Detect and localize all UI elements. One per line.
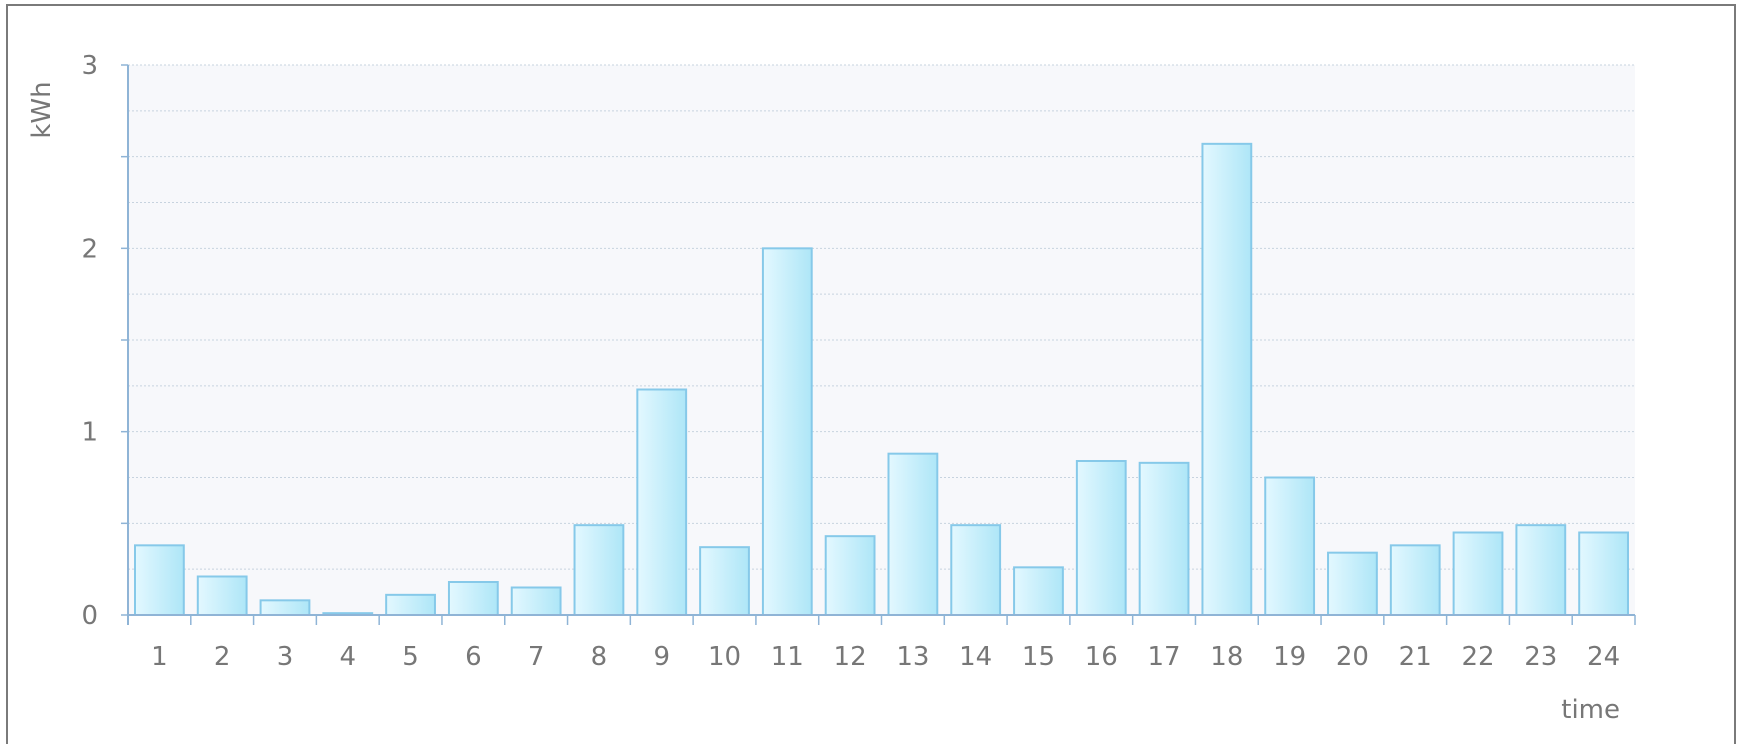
bar-24 [1578,531,1630,616]
x-tick-label: 8 [591,642,608,672]
bar-19 [1264,476,1316,616]
x-tick-label: 5 [402,642,419,672]
bar-5 [385,593,436,616]
x-tick-label: 19 [1273,642,1306,672]
bar-1 [134,544,185,616]
x-tick-label: 1 [151,642,168,672]
bar-6 [447,581,499,616]
y-tick-label: 2 [81,234,98,264]
bar-8 [573,524,625,617]
bar-3 [259,599,311,616]
x-tick-label: 10 [708,642,741,672]
bar-10 [699,546,750,617]
bar-12 [824,535,876,617]
x-tick-label: 7 [528,642,545,672]
x-tick-label: 11 [771,642,804,672]
x-tick-label: 22 [1461,642,1494,672]
y-axis-title: kWh [27,81,57,138]
x-tick-label: 18 [1210,642,1243,672]
bar-22 [1452,531,1504,616]
x-tick-label: 9 [653,642,670,672]
bar-23 [1515,524,1567,617]
x-tick-label: 24 [1587,642,1620,672]
bar-21 [1389,544,1441,616]
bar-13 [887,452,939,616]
bar-14 [950,524,1002,617]
y-tick-labels: 0 1 2 3 [81,51,98,631]
x-tick-label: 3 [277,642,294,672]
x-tick-label: 16 [1085,642,1118,672]
x-tick-label: 21 [1399,642,1432,672]
bar-2 [196,575,248,616]
y-tick-label: 3 [81,51,98,81]
x-tick-label: 20 [1336,642,1369,672]
bar-15 [1013,566,1064,616]
bar-18 [1201,142,1253,616]
y-tick-label: 0 [81,601,98,631]
bar-7 [510,586,562,616]
y-tick-label: 1 [81,418,98,448]
bar-20 [1327,551,1378,617]
axes [121,64,1636,625]
x-tick-label: 13 [896,642,929,672]
x-tick-labels: 1 2 3 4 5 6 7 8 9 10 11 12 13 14 15 16 17 18 19 20 21 22 23 24 [151,642,1620,672]
bar-16 [1075,460,1127,616]
x-axis-title: time [1561,695,1620,725]
x-tick-label: 12 [834,642,867,672]
bar-11 [761,247,813,616]
x-tick-label: 2 [214,642,231,672]
gridlines [128,64,1635,570]
bar-17 [1138,461,1190,617]
x-tick-label: 6 [465,642,482,672]
x-tick-label: 4 [339,642,356,672]
bar-9 [636,388,688,616]
x-tick-label: 14 [959,642,992,672]
x-tick-label: 15 [1022,642,1055,672]
x-tick-label: 23 [1524,642,1557,672]
x-tick-label: 17 [1148,642,1181,672]
